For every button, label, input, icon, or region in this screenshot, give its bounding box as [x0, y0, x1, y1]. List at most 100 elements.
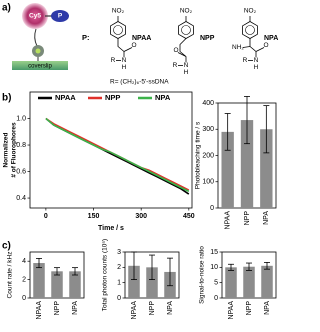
y-axis-label: Normalized: [3, 132, 10, 167]
figure: a) b) c) Cy5 P coverslip P: R= (CH₂)₆-5'…: [2, 3, 278, 320]
y-tick-label: 1: [117, 280, 121, 287]
nitro-group: NO₂: [180, 8, 193, 15]
amine: NH₂: [232, 44, 244, 51]
y-tick-label: 100: [202, 179, 214, 186]
carbonyl-bond: [255, 47, 265, 52]
y-axis-label: Total photon counts (10⁵): [102, 239, 109, 311]
r-group: R: [243, 57, 248, 64]
bar: [146, 267, 158, 298]
coverslip: [12, 61, 68, 70]
y-axis-label: Photobleaching time / s: [195, 121, 202, 189]
panel-label: c): [2, 241, 11, 252]
bar: [261, 265, 273, 298]
bar: [51, 271, 63, 298]
x-tick-label: 300: [135, 213, 147, 220]
x-tick-label: NPP: [149, 301, 156, 316]
bar: [240, 120, 254, 208]
compound-name: NPA: [264, 35, 278, 42]
y-axis-label: # of Fluorophores: [11, 122, 18, 178]
aromatic-circle: [181, 25, 191, 35]
x-tick-label: NPA: [264, 301, 271, 315]
x-tick-label: NPA: [72, 301, 79, 315]
x-tick-label: NPAA: [225, 211, 232, 230]
y-tick-label: 4: [22, 258, 26, 265]
plot-frame: [29, 91, 193, 209]
benzene-ring: [110, 21, 126, 39]
benzene-ring: [178, 21, 194, 39]
compound-name: NPAA: [132, 35, 151, 42]
series-line: [45, 117, 190, 191]
y-tick-label: 0: [22, 295, 26, 302]
series-line: [45, 117, 190, 193]
x-tick-label: 450: [183, 213, 195, 220]
y-tick-label: 3: [117, 249, 121, 256]
x-tick-label: NPAA: [36, 301, 43, 320]
chain: [179, 38, 187, 57]
bar: [260, 129, 273, 208]
compound-name: NPP: [200, 35, 215, 42]
x-axis-label: Time / s: [98, 225, 124, 232]
y-tick-label: 15: [210, 249, 218, 256]
nitro-group: NO₂: [244, 8, 257, 15]
aromatic-circle: [245, 25, 255, 35]
y-tick-label: 10: [210, 264, 218, 271]
y-tick-label: 0: [117, 295, 121, 302]
hydrogen: H: [184, 69, 189, 76]
dye-glow: [22, 3, 48, 29]
y-tick-label: 400: [202, 100, 214, 107]
y-axis-label: Signal-to-noise ratio: [199, 246, 206, 304]
amide: N: [254, 57, 259, 64]
coverslip-label: coverslip: [28, 64, 52, 70]
r-group: R: [173, 62, 178, 69]
r-group: R: [111, 57, 116, 64]
footnote: R= (CH₂)₆-5'-ssDNA: [110, 79, 169, 86]
dna-strand: [34, 28, 38, 47]
protein-label: P: [58, 13, 63, 20]
carbonyl-bond: [177, 52, 187, 57]
y-tick-label: 1.0: [16, 115, 26, 122]
legend-label: NPA: [155, 93, 171, 102]
legend-label: NPP: [105, 93, 120, 102]
x-tick-label: NPP: [54, 301, 61, 316]
hydrogen: H: [254, 64, 259, 71]
bar: [69, 271, 81, 298]
bar: [243, 266, 255, 298]
y-tick-label: 0: [210, 205, 214, 212]
x-tick-label: 150: [88, 213, 100, 220]
protein: [51, 10, 69, 22]
x-tick-label: NPAA: [228, 301, 235, 320]
y-tick-label: 0: [214, 295, 218, 302]
carbonyl-bond: [123, 47, 133, 52]
x-tick-label: NPP: [246, 301, 253, 316]
bar: [225, 267, 237, 298]
bar: [221, 131, 234, 208]
y-tick-label: 0.8: [16, 142, 26, 149]
prefix: P:: [82, 33, 90, 42]
x-tick-label: NPA: [263, 211, 270, 225]
y-tick-label: 2: [22, 276, 26, 283]
bar: [128, 265, 140, 298]
y-tick-label: 0.4: [16, 195, 26, 202]
amide: N: [184, 62, 189, 69]
y-axis-label: Count rate / kHz: [7, 252, 14, 299]
carbonyl: O: [131, 42, 136, 49]
x-tick-label: NPAA: [131, 301, 138, 320]
y-tick-label: 300: [202, 126, 214, 133]
y-tick-label: 200: [202, 152, 214, 159]
carbonyl: O: [263, 42, 268, 49]
panel-label: b): [2, 93, 11, 104]
bond: [242, 46, 251, 48]
dye-label: Cy5: [29, 13, 41, 20]
x-tick-label: NPA: [167, 301, 174, 315]
aromatic-circle: [113, 25, 123, 35]
panel-label: a): [2, 3, 11, 14]
carbonyl: O: [173, 47, 178, 54]
legend-label: NPAA: [55, 93, 76, 102]
x-tick-label: NPP: [244, 211, 251, 226]
y-tick-label: 5: [214, 280, 218, 287]
x-tick-label: 0: [44, 213, 48, 220]
y-tick-label: 0.6: [16, 168, 26, 175]
benzene-ring: [242, 21, 258, 39]
biotin: [35, 48, 41, 54]
chain: [117, 38, 125, 52]
